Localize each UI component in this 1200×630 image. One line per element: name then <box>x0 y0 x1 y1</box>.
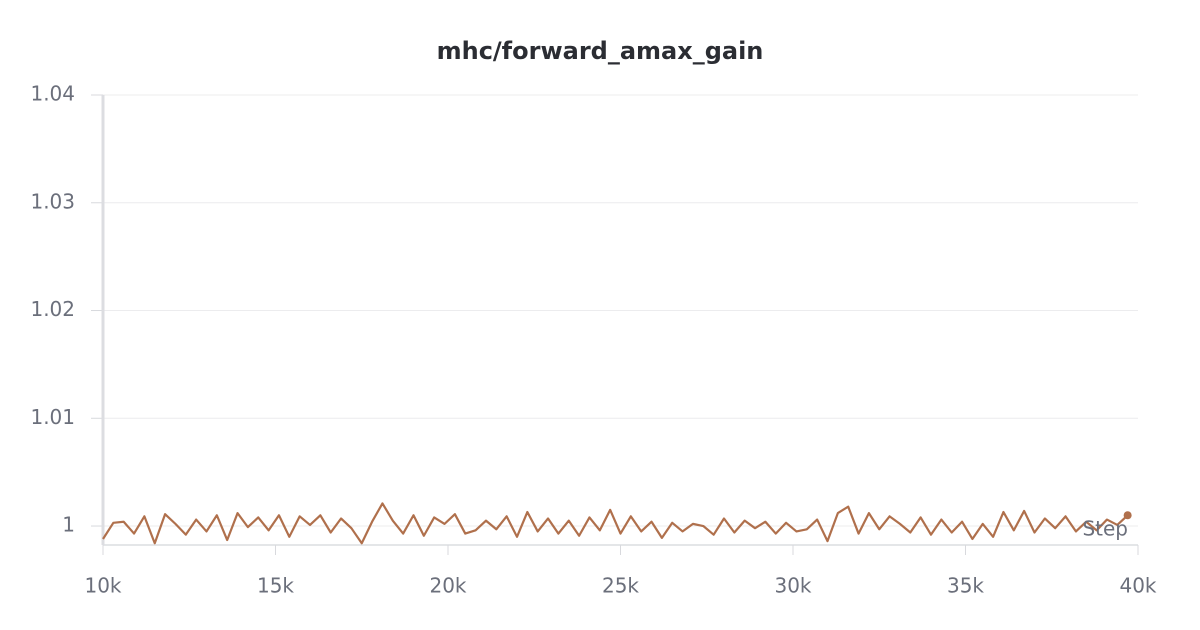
x-tick-label: 10k <box>84 574 121 598</box>
y-tick-label: 1.01 <box>30 405 75 429</box>
chart-title: mhc/forward_amax_gain <box>437 37 764 65</box>
y-tick-label: 1.02 <box>30 297 75 321</box>
x-tick-label: 30k <box>774 574 811 598</box>
x-tick-label: 15k <box>257 574 294 598</box>
x-axis-label: Step <box>1082 517 1128 541</box>
x-tick-label: 20k <box>429 574 466 598</box>
series-line <box>102 502 1129 545</box>
y-tick-label: 1 <box>62 513 75 537</box>
x-tick-label: 40k <box>1119 574 1156 598</box>
y-tick-label: 1.03 <box>30 189 75 213</box>
end-point <box>1123 511 1132 520</box>
y-tick-label: 1.04 <box>30 82 75 106</box>
x-tick-label: 35k <box>947 574 984 598</box>
x-tick-label: 25k <box>602 574 639 598</box>
